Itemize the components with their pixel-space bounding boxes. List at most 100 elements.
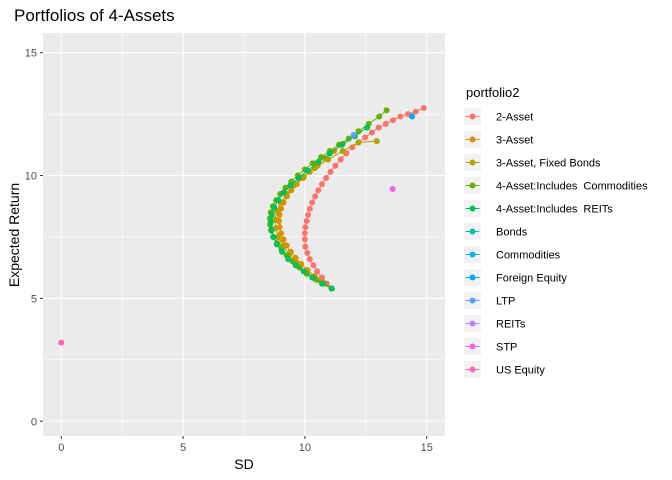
legend-label: Foreign Equity	[496, 273, 567, 285]
data-point	[279, 248, 286, 255]
data-point	[409, 113, 416, 120]
legend-label: 3-Asset, Fixed Bonds	[496, 158, 601, 170]
data-point	[373, 138, 380, 145]
legend-item: 4-Asset:Includes Commodities	[464, 177, 648, 194]
grid-lines	[43, 33, 445, 436]
x-tick-label: 0	[58, 442, 64, 454]
legend: portfolio2 2-Asset 3-Asset 3-Asset, Fixed …	[464, 85, 648, 378]
data-point	[355, 139, 362, 146]
data-point	[312, 193, 319, 200]
x-axis-title: SD	[234, 456, 253, 472]
tick-labels: 0 5 10 15 0 5 10 15	[25, 48, 433, 454]
y-tick-label: 10	[25, 171, 37, 183]
data-point	[280, 236, 287, 243]
data-point	[327, 168, 334, 175]
data-point	[280, 189, 287, 196]
data-point	[376, 113, 383, 120]
data-point	[288, 187, 295, 194]
legend-item: 2-Asset	[464, 108, 533, 125]
series-10	[58, 339, 65, 346]
legend-item: Commodities	[464, 246, 561, 263]
data-point	[328, 285, 335, 292]
legend-label: 2-Asset	[496, 112, 533, 124]
legend-item: Bonds	[464, 223, 528, 240]
data-point	[273, 241, 280, 248]
legend-key-point	[469, 297, 476, 304]
data-point	[306, 205, 313, 212]
data-point	[383, 107, 390, 114]
series-4	[267, 124, 371, 292]
data-point	[326, 150, 333, 157]
data-point	[295, 174, 302, 181]
y-axis-title: Expected Return	[6, 183, 22, 287]
legend-label: 4-Asset:Includes Commodities	[496, 181, 648, 193]
series-0	[301, 104, 427, 292]
legend-key-point	[469, 343, 476, 350]
data-point	[300, 268, 307, 275]
data-point	[58, 339, 65, 346]
legend-item: STP	[464, 338, 517, 355]
data-point	[309, 199, 316, 206]
legend-item: 3-Asset, Fixed Bonds	[464, 154, 601, 171]
data-point	[315, 187, 322, 194]
data-point	[270, 233, 277, 240]
legend-key-point	[469, 251, 476, 258]
legend-label: REITs	[496, 319, 526, 331]
data-point	[339, 147, 346, 154]
data-point	[302, 243, 309, 250]
y-tick-label: 5	[31, 293, 37, 305]
legend-key-point	[469, 159, 476, 166]
data-point	[272, 216, 279, 223]
legend-key-point	[469, 366, 476, 373]
data-point	[364, 124, 371, 131]
data-point	[382, 120, 389, 127]
legend-label: 4-Asset:Includes REITs	[496, 204, 613, 216]
data-point	[305, 211, 312, 218]
data-point	[390, 117, 397, 124]
data-point	[302, 224, 309, 231]
legend-item: REITs	[464, 315, 526, 332]
x-tick-label: 10	[299, 442, 311, 454]
series-layer	[58, 104, 427, 346]
data-point	[275, 197, 282, 204]
data-point	[268, 226, 275, 233]
series-line	[304, 107, 425, 289]
legend-key-point	[469, 136, 476, 143]
data-point	[301, 230, 308, 237]
x-tick-label: 15	[421, 442, 433, 454]
data-point	[337, 156, 344, 163]
chart-title: Portfolios of 4-Assets	[14, 6, 175, 25]
legend-item: Foreign Equity	[464, 269, 567, 286]
series-9	[389, 186, 396, 193]
data-point	[338, 141, 345, 148]
legend-label: US Equity	[496, 365, 545, 377]
data-point	[304, 167, 311, 174]
data-point	[268, 211, 275, 218]
legend-key-point	[469, 182, 476, 189]
legend-key-point	[469, 113, 476, 120]
data-point	[375, 124, 382, 131]
data-point	[362, 134, 369, 141]
series-7	[409, 113, 416, 120]
data-point	[318, 181, 325, 188]
legend-item: 4-Asset:Includes REITs	[464, 200, 613, 217]
legend-label: LTP	[496, 296, 515, 308]
legend-label: STP	[496, 342, 517, 354]
data-point	[412, 108, 419, 115]
data-point	[292, 262, 299, 269]
y-tick-label: 15	[25, 48, 37, 60]
legend-key-point	[469, 274, 476, 281]
data-point	[314, 268, 321, 275]
data-point	[300, 173, 307, 180]
x-tick-label: 5	[180, 442, 186, 454]
legend-label: 3-Asset	[496, 135, 533, 147]
data-point	[420, 104, 427, 111]
data-point	[332, 162, 339, 169]
data-point	[349, 144, 356, 151]
data-point	[397, 113, 404, 120]
data-point	[303, 217, 310, 224]
data-point	[301, 236, 308, 243]
data-point	[285, 256, 292, 263]
legend-key-point	[469, 205, 476, 212]
data-point	[318, 274, 325, 281]
